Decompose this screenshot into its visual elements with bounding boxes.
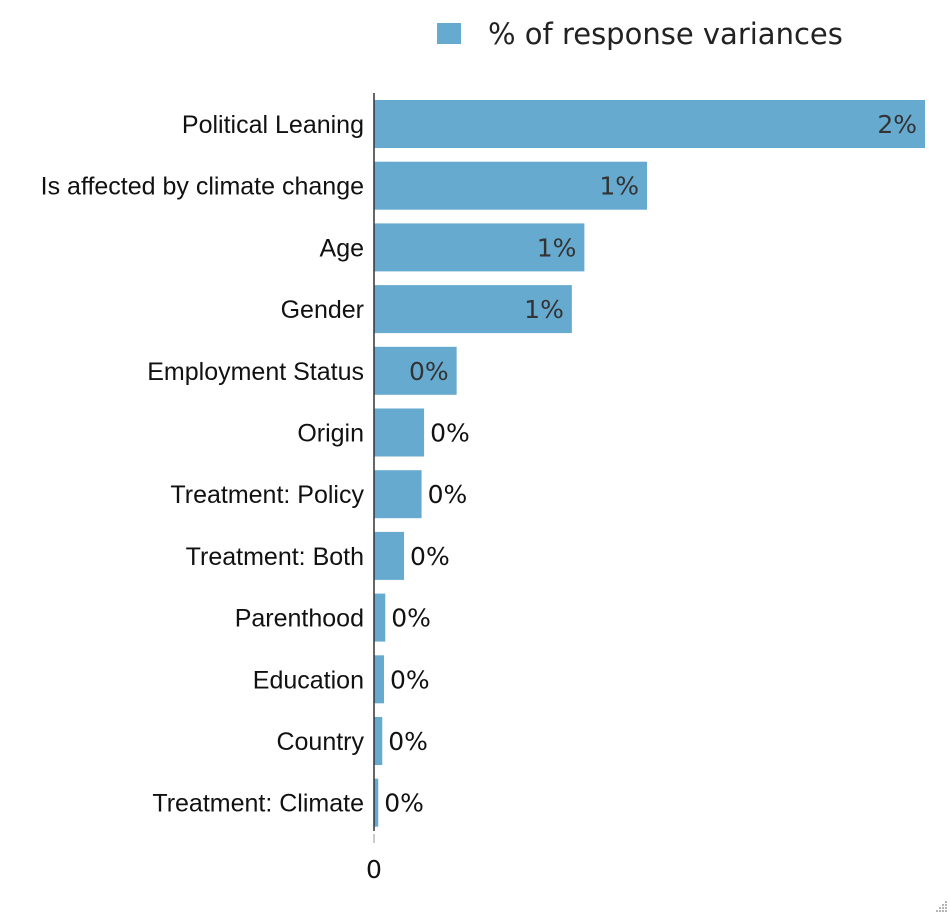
value-label: 0% (409, 357, 449, 386)
value-label: 1% (537, 233, 577, 262)
bar (374, 593, 386, 642)
value-labels: 2% 1% 1% 1% 0% 0% 0% 0% 0% 0% 0% 0% (384, 110, 917, 818)
bar (374, 223, 585, 272)
bar (374, 161, 647, 210)
value-label: 2% (877, 110, 917, 139)
bar (374, 531, 405, 580)
value-label: 0% (410, 542, 450, 571)
category-label: Education (253, 666, 364, 694)
category-label: Treatment: Policy (170, 481, 364, 509)
value-label: 0% (388, 727, 428, 756)
category-labels: Political Leaning Is affected by climate … (41, 111, 365, 818)
bar (374, 100, 925, 148)
value-label: 0% (384, 789, 424, 818)
bar (374, 470, 422, 519)
category-label: Treatment: Both (186, 543, 364, 571)
value-label: 0% (390, 665, 430, 694)
category-label: Gender (281, 296, 364, 324)
value-label: 1% (524, 295, 564, 324)
bar (374, 655, 385, 704)
bar (374, 408, 425, 457)
legend-swatch (437, 23, 461, 44)
x-axis: 0 (366, 834, 382, 884)
x-tick-label: 0 (366, 855, 382, 884)
legend-label: % of response variances (488, 17, 843, 51)
value-label: 1% (599, 172, 639, 201)
value-label: 0% (428, 480, 468, 509)
value-label: 0% (430, 419, 470, 448)
category-label: Employment Status (147, 358, 364, 386)
bar (374, 285, 572, 334)
category-label: Is affected by climate change (41, 173, 364, 201)
value-label: 0% (391, 604, 431, 633)
category-label: Political Leaning (182, 111, 364, 139)
category-label: Country (276, 728, 364, 756)
category-label: Parenthood (235, 605, 364, 633)
legend: % of response variances (437, 17, 843, 51)
bar (374, 778, 379, 827)
category-label: Age (320, 234, 364, 262)
resize-grip-icon[interactable] (934, 898, 948, 912)
category-label: Origin (297, 420, 364, 448)
bar (374, 346, 457, 395)
category-label: Treatment: Climate (152, 790, 364, 818)
bars-group (374, 100, 925, 827)
bar (374, 717, 383, 765)
